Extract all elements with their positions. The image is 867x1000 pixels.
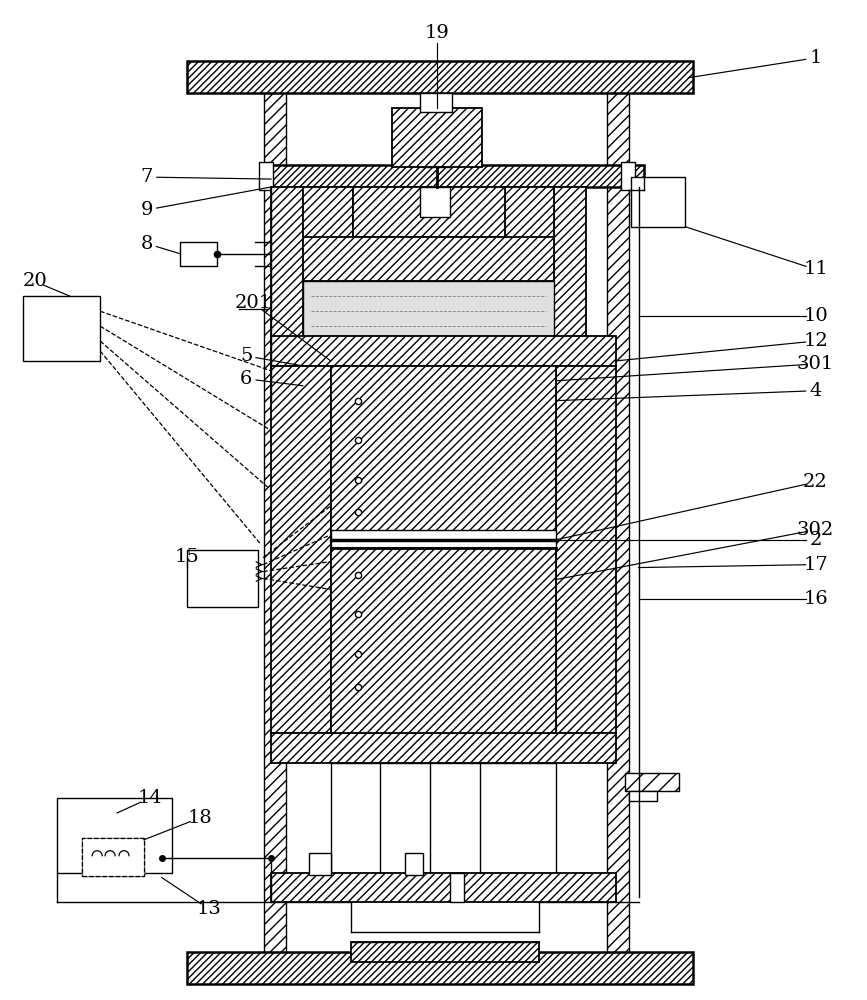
Bar [450, 873, 464, 902]
Text: 22: 22 [803, 473, 828, 491]
Bar [607, 70, 629, 964]
Bar [621, 162, 635, 190]
Text: 201: 201 [235, 294, 271, 312]
Text: 301: 301 [797, 355, 834, 373]
Text: 12: 12 [803, 332, 828, 350]
Text: 7: 7 [140, 168, 153, 186]
Text: 13: 13 [197, 900, 222, 918]
Bar [271, 873, 616, 902]
Bar [629, 791, 656, 801]
Text: 5: 5 [240, 347, 252, 365]
Text: 19: 19 [425, 24, 449, 42]
Bar [405, 853, 423, 875]
Bar [625, 773, 680, 791]
Text: 20: 20 [23, 272, 47, 290]
Text: 14: 14 [138, 789, 162, 807]
Bar [330, 530, 557, 548]
Bar [392, 108, 482, 167]
Bar [179, 242, 218, 266]
Bar [557, 366, 616, 733]
Bar [630, 177, 686, 227]
Bar [57, 798, 172, 873]
Bar [271, 187, 303, 401]
Bar [82, 838, 144, 876]
Bar [271, 336, 616, 366]
Bar [186, 550, 258, 607]
Text: 2: 2 [810, 531, 822, 549]
Bar [350, 942, 539, 962]
Bar [23, 296, 101, 361]
Bar [420, 187, 450, 217]
Bar [186, 61, 694, 93]
Text: 8: 8 [140, 235, 153, 253]
Bar [186, 952, 694, 984]
Text: 1: 1 [810, 49, 822, 67]
Bar [330, 548, 557, 733]
Bar [259, 162, 273, 190]
Bar [82, 838, 144, 876]
Bar [271, 733, 616, 763]
Bar [309, 853, 330, 875]
Text: 6: 6 [240, 370, 252, 388]
Bar [303, 237, 554, 281]
Bar [505, 187, 554, 276]
Text: 17: 17 [803, 556, 828, 574]
Bar [264, 70, 286, 964]
Bar [554, 187, 586, 401]
Bar [420, 93, 452, 112]
Bar [271, 165, 643, 187]
Text: 15: 15 [174, 548, 199, 566]
Bar [303, 281, 554, 336]
Bar [271, 366, 330, 733]
Text: 10: 10 [803, 307, 828, 325]
Text: 4: 4 [810, 382, 822, 400]
Bar [303, 187, 353, 276]
Text: 11: 11 [803, 260, 828, 278]
Text: 16: 16 [803, 590, 828, 608]
Text: 9: 9 [140, 201, 153, 219]
Bar [330, 763, 557, 873]
Bar [353, 187, 505, 237]
Text: 302: 302 [797, 521, 834, 539]
Text: 18: 18 [187, 809, 212, 827]
Bar [330, 366, 557, 540]
